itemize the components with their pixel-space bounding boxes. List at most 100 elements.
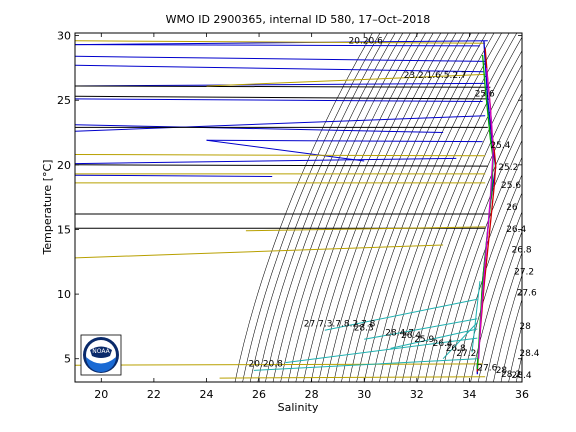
- density-contour: [295, 33, 434, 382]
- density-label: 26.8: [446, 344, 466, 354]
- y-axis-label: Temperature [°C]: [41, 160, 54, 256]
- density-contour: [257, 33, 396, 382]
- profile-line: [75, 244, 444, 259]
- density-label: 26.4: [433, 339, 453, 349]
- x-axis-ticks: 20 22 24 26 28 30 32 34 36: [94, 33, 529, 401]
- profile-series: [476, 40, 497, 375]
- density-label: 28: [496, 366, 508, 376]
- density-label: 20.20.6: [349, 36, 384, 46]
- profile-line: [390, 328, 478, 349]
- profile-line: [75, 124, 444, 133]
- density-contour: [249, 33, 388, 382]
- profile-line: [75, 95, 488, 100]
- profile-lines: [75, 40, 491, 379]
- profile-line: [471, 281, 481, 353]
- density-label: 27.6: [517, 288, 537, 298]
- density-contour: [455, 174, 522, 382]
- density-contour: [470, 211, 522, 382]
- density-label: 26: [506, 203, 518, 213]
- density-contour: [394, 50, 522, 382]
- profile-line: [75, 40, 486, 44]
- density-contour: [417, 93, 522, 382]
- x-tick-label: 32: [410, 388, 424, 401]
- y-tick-label: 30: [57, 30, 71, 43]
- noaa-logo: NOAA: [80, 334, 122, 376]
- profile-line: [285, 337, 478, 364]
- density-contour: [310, 33, 449, 382]
- profile-line: [75, 115, 486, 132]
- density-label: 20.20.8: [249, 360, 284, 370]
- y-axis-ticks: 5 10 15 20 25 30: [57, 30, 522, 366]
- density-label: 26.4: [506, 225, 526, 235]
- density-contour: [424, 108, 522, 382]
- density-contour: [485, 251, 522, 382]
- profile-line: [75, 85, 491, 88]
- density-labels: 20.20.6 23.2.1.6.5.2.7 25.6 25.4 25.2 25.6 26 2…: [249, 36, 540, 381]
- profile-line: [206, 139, 365, 162]
- profile-series-line: [476, 54, 494, 370]
- profile-series-line: [477, 67, 494, 359]
- density-label: 28: [519, 322, 531, 332]
- x-tick-label: 22: [147, 388, 161, 401]
- y-tick-label: 10: [57, 288, 71, 301]
- density-contour: [379, 33, 518, 382]
- profile-line: [75, 64, 484, 73]
- density-contour: [493, 274, 522, 382]
- x-tick-label: 30: [357, 388, 371, 401]
- y-tick-label: 20: [57, 159, 71, 172]
- density-contour: [280, 33, 419, 382]
- density-contour: [524, 20, 576, 382]
- profile-line: [75, 44, 480, 47]
- profile-line: [364, 318, 478, 340]
- x-tick-label: 26: [252, 388, 266, 401]
- density-label: 25.4: [490, 141, 510, 151]
- x-tick-label: 24: [199, 388, 213, 401]
- density-contour: [371, 33, 510, 382]
- y-tick-label: 5: [64, 353, 71, 366]
- density-label: 27.6: [477, 363, 497, 373]
- density-contour: [447, 156, 522, 382]
- density-label: 25.6: [501, 181, 521, 191]
- profile-line: [206, 73, 486, 87]
- density-label: 25.6: [475, 89, 495, 99]
- plot-frame: [74, 32, 523, 383]
- chart-title: WMO ID 2900365, internal ID 580, 17–Oct–…: [166, 13, 431, 26]
- density-contour: [439, 139, 522, 382]
- density-label: 26.4: [401, 331, 421, 341]
- density-contour: [341, 33, 480, 382]
- x-axis-label: Salinity: [278, 401, 319, 414]
- density-contour: [500, 298, 522, 382]
- density-contour: [287, 33, 426, 382]
- profile-line: [75, 98, 483, 102]
- profile-line: [206, 139, 483, 143]
- profile-line: [75, 154, 486, 157]
- x-tick-label: 36: [515, 388, 529, 401]
- density-label: 25.2: [498, 163, 518, 173]
- density-contour: [318, 33, 457, 382]
- density-label: 27.2: [456, 349, 476, 359]
- density-contour: [356, 33, 495, 382]
- density-contour: [265, 33, 404, 382]
- profile-line: [324, 298, 478, 331]
- density-label: 28.4.7: [385, 329, 414, 339]
- profile-line: [75, 157, 457, 165]
- profile-line: [253, 358, 478, 371]
- density-contour: [333, 33, 472, 382]
- x-tick-label: 34: [462, 388, 476, 401]
- density-contour: [348, 33, 487, 382]
- profile-line: [75, 82, 486, 87]
- density-label: 27.2: [514, 268, 534, 278]
- density-label: 28.4: [519, 349, 539, 359]
- density-label: 28.2: [501, 370, 521, 380]
- profile-line: [75, 174, 273, 177]
- y-tick-label: 15: [57, 223, 71, 236]
- density-contour: [477, 230, 522, 382]
- density-contour: [303, 33, 442, 382]
- profile-line: [75, 363, 483, 366]
- profile-line: [75, 55, 486, 62]
- density-contour: [234, 33, 373, 382]
- density-contour: [272, 33, 411, 382]
- profile-line: [75, 40, 488, 46]
- y-tick-label: 25: [57, 94, 71, 107]
